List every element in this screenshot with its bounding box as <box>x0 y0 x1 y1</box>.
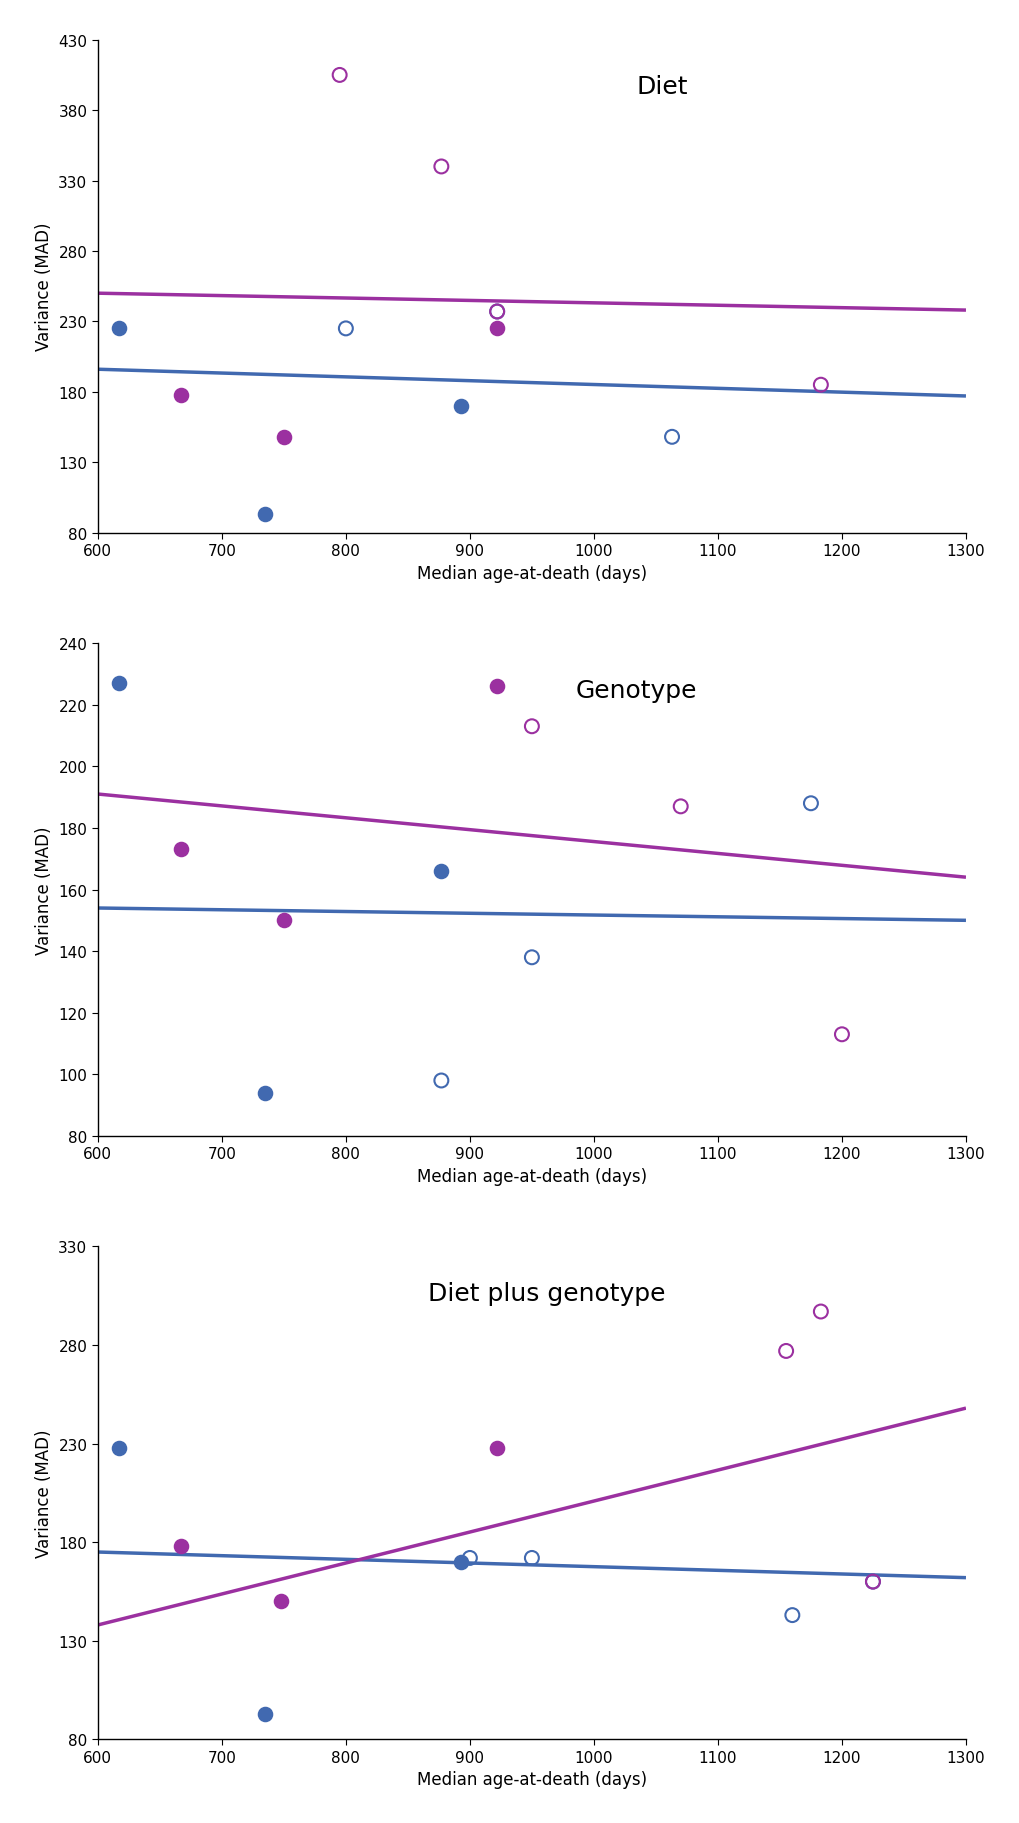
Point <box>111 669 127 698</box>
Point <box>111 315 127 345</box>
Point <box>275 906 291 935</box>
Point <box>784 1601 800 1630</box>
Point <box>488 297 504 326</box>
Point <box>172 835 189 864</box>
Point <box>273 1586 289 1615</box>
X-axis label: Median age-at-death (days): Median age-at-death (days) <box>417 1167 646 1185</box>
Y-axis label: Variance (MAD): Variance (MAD) <box>35 1429 53 1557</box>
Point <box>172 1531 189 1560</box>
Point <box>433 1066 449 1096</box>
Point <box>257 1699 273 1728</box>
Point <box>523 1544 539 1573</box>
Point <box>833 1021 849 1050</box>
Point <box>452 392 469 421</box>
Point <box>812 1298 828 1327</box>
Point <box>433 153 449 182</box>
Point <box>331 62 347 91</box>
Point <box>488 297 504 326</box>
Y-axis label: Variance (MAD): Variance (MAD) <box>35 222 53 352</box>
Point <box>337 315 354 345</box>
Point <box>488 315 504 345</box>
Point <box>257 1079 273 1108</box>
Point <box>523 942 539 972</box>
Text: Diet plus genotype: Diet plus genotype <box>427 1282 664 1305</box>
Point <box>275 423 291 452</box>
Point <box>672 793 688 822</box>
Point <box>812 370 828 399</box>
Point <box>864 1568 880 1597</box>
X-axis label: Median age-at-death (days): Median age-at-death (days) <box>417 565 646 582</box>
Point <box>488 1433 504 1462</box>
Point <box>452 1548 469 1577</box>
Point <box>802 789 818 819</box>
Point <box>172 381 189 410</box>
X-axis label: Median age-at-death (days): Median age-at-death (days) <box>417 1770 646 1788</box>
Y-axis label: Variance (MAD): Variance (MAD) <box>35 826 53 953</box>
Point <box>864 1568 880 1597</box>
Point <box>523 713 539 742</box>
Point <box>462 1544 478 1573</box>
Text: Diet: Diet <box>636 75 687 98</box>
Point <box>488 673 504 702</box>
Point <box>257 500 273 529</box>
Point <box>111 1433 127 1462</box>
Text: Genotype: Genotype <box>575 678 696 702</box>
Point <box>433 857 449 886</box>
Point <box>663 423 680 452</box>
Point <box>777 1336 794 1365</box>
